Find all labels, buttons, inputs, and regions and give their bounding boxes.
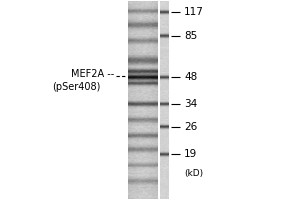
Text: 34: 34 xyxy=(184,99,197,109)
Text: (pSer408): (pSer408) xyxy=(52,82,101,92)
Text: (kD): (kD) xyxy=(184,169,203,178)
Text: 117: 117 xyxy=(184,7,204,17)
Text: 26: 26 xyxy=(184,122,197,132)
Text: MEF2A --: MEF2A -- xyxy=(71,69,114,79)
Text: 48: 48 xyxy=(184,72,197,82)
Text: 85: 85 xyxy=(184,31,197,41)
Text: 19: 19 xyxy=(184,149,197,159)
